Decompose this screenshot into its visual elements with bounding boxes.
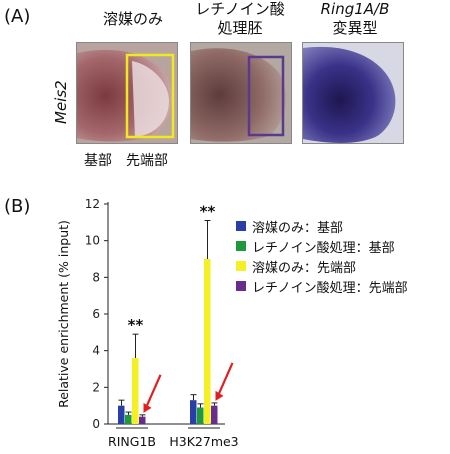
bar [125,414,132,424]
bar [204,259,211,424]
column-title-mutant-line2: 変異型 [332,19,378,37]
column-title-mutant-line1: Ring1A/B [320,0,390,18]
proximal-label: 基部 [84,153,112,169]
y-tick-label: 8 [92,270,100,284]
red-arrow-head [215,390,224,401]
bar [197,407,204,424]
legend-item-3: レチノイン酸処理：先端部 [236,276,408,296]
bar [211,405,218,424]
y-tick-label: 12 [85,197,100,211]
gene-label: Meis2 [52,80,70,124]
legend-item-2: 溶媒のみ：先端部 [236,256,356,276]
y-tick-label: 4 [92,344,100,358]
bar [190,400,197,424]
legend-swatch-1 [236,241,246,251]
bar [139,416,146,424]
red-arrow-head [143,402,152,413]
legend-label-1: レチノイン酸処理：基部 [252,240,395,256]
legend-label-0: 溶媒のみ：基部 [252,220,344,236]
y-axis-label: Relative enrichment (% input) [56,220,71,408]
bar [118,405,125,424]
significance-marker: ** [128,316,144,334]
legend-item-0: 溶媒のみ：基部 [236,216,343,236]
legend-swatch-2 [236,261,246,271]
y-tick-label: 0 [92,417,100,431]
column-title-vehicle: 溶媒のみ [78,10,188,29]
column-title-ra-line1: レチノイン酸 [195,0,285,18]
legend-item-1: レチノイン酸処理：基部 [236,236,395,256]
column-title-vehicle-line1: 溶媒のみ [102,10,163,28]
x-category-label: H3K27me3 [169,434,238,449]
column-title-ra-line2: 処理胚 [217,19,263,37]
x-category-label: RING1B [108,434,156,449]
legend-swatch-3 [236,281,246,291]
bar [132,358,139,424]
y-tick-label: 2 [92,380,100,394]
legend-swatch-0 [236,221,246,231]
distal-region-box [247,55,285,137]
y-tick-label: 10 [85,234,100,248]
y-tick-label: 6 [92,307,100,321]
column-title-retinoic-acid: レチノイン酸 処理胚 [180,0,300,38]
enrichment-bar-chart: 0 2 4 6 8 10 12 Relative enrichment (% input) **… [56,197,239,449]
legend-label-3: レチノイン酸処理：先端部 [252,280,408,296]
distal-region-box [125,53,175,139]
limb-bud-photo-vehicle [76,42,178,144]
column-title-mutant: Ring1A/B 変異型 [300,0,410,38]
panel-a-label: (A) [4,6,31,27]
limb-bud-photo-retinoic-acid [190,42,292,144]
red-arrow [216,362,234,398]
significance-marker: ** [200,203,216,221]
panel-b-label: (B) [4,196,31,217]
distal-label: 先端部 [126,153,168,169]
limb-bud-photo-mutant [302,42,404,144]
legend-label-2: 溶媒のみ：先端部 [252,260,357,276]
red-arrow [144,374,162,410]
